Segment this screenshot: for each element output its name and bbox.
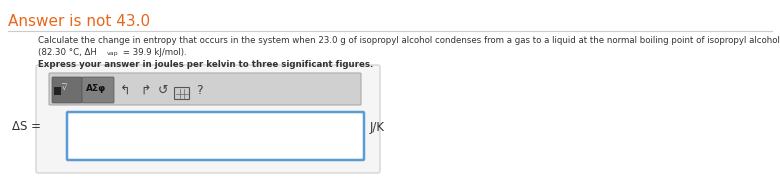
FancyBboxPatch shape	[52, 77, 82, 103]
FancyBboxPatch shape	[36, 65, 380, 173]
Text: = 39.9 kJ/mol).: = 39.9 kJ/mol).	[120, 48, 186, 57]
FancyBboxPatch shape	[49, 73, 361, 105]
Text: J/K: J/K	[370, 120, 385, 134]
Text: √̅: √̅	[62, 84, 67, 93]
Text: ?: ?	[196, 84, 203, 97]
Text: (82.30 °C, ΔH: (82.30 °C, ΔH	[38, 48, 97, 57]
Text: vap: vap	[107, 51, 119, 56]
Text: ↺: ↺	[158, 84, 168, 97]
FancyBboxPatch shape	[82, 77, 114, 103]
Text: Answer is not 43.0: Answer is not 43.0	[8, 14, 150, 29]
Text: ΔS =: ΔS =	[12, 120, 41, 134]
Text: ΑΣφ: ΑΣφ	[86, 84, 106, 93]
Bar	[54, 87, 61, 95]
Text: Express your answer in joules per kelvin to three significant figures.: Express your answer in joules per kelvin…	[38, 60, 374, 69]
Text: ↰: ↰	[120, 84, 130, 97]
Text: Calculate the change in entropy that occurs in the system when 23.0 g of isoprop: Calculate the change in entropy that occ…	[38, 36, 780, 45]
Text: ↱: ↱	[140, 84, 151, 97]
FancyBboxPatch shape	[67, 112, 364, 160]
FancyBboxPatch shape	[175, 88, 190, 100]
